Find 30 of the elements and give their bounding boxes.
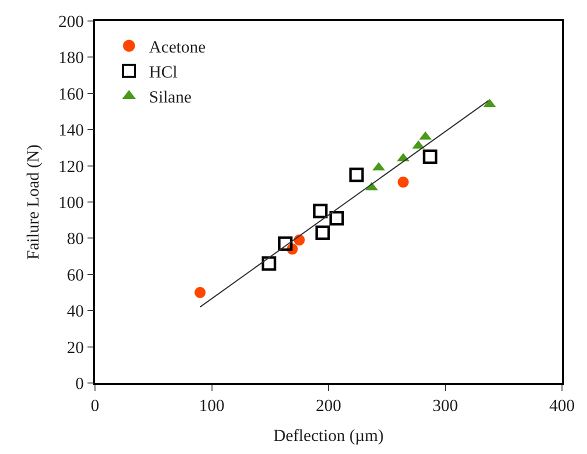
- point: [329, 211, 344, 226]
- point: [398, 176, 409, 188]
- point: [194, 287, 206, 298]
- y-tick-label: 120: [58, 156, 84, 176]
- x-tick-label: 200: [316, 396, 342, 416]
- y-tick-label: 140: [58, 120, 84, 140]
- y-tick-label: 200: [58, 12, 84, 31]
- y-tick-label: 0: [75, 374, 84, 393]
- legend-label: Acetone: [149, 37, 206, 56]
- x-axis-title: Deflection (µm): [273, 426, 384, 446]
- y-tick-label: 80: [66, 229, 84, 248]
- y-axis-title: Failure Load (N): [23, 144, 42, 260]
- y-tick-label: 100: [58, 192, 84, 212]
- y-tick-label: 40: [66, 302, 84, 321]
- x-tick-label: 300: [432, 396, 458, 416]
- point: [349, 168, 364, 182]
- legend-label: Silane: [149, 88, 192, 107]
- x-tick-label: 100: [199, 396, 224, 416]
- y-tick-label: 20: [66, 338, 84, 357]
- point: [262, 256, 276, 271]
- x-tick-label: 0: [90, 396, 100, 416]
- legend-label: HCl: [149, 62, 178, 82]
- point: [278, 236, 293, 251]
- y-tick-label: 160: [58, 84, 84, 104]
- point: [422, 150, 438, 164]
- point: [315, 226, 330, 240]
- point: [313, 204, 328, 218]
- y-tick-label: 60: [66, 265, 84, 284]
- x-tick-label: 400: [549, 396, 575, 416]
- y-tick-label: 180: [58, 48, 84, 68]
